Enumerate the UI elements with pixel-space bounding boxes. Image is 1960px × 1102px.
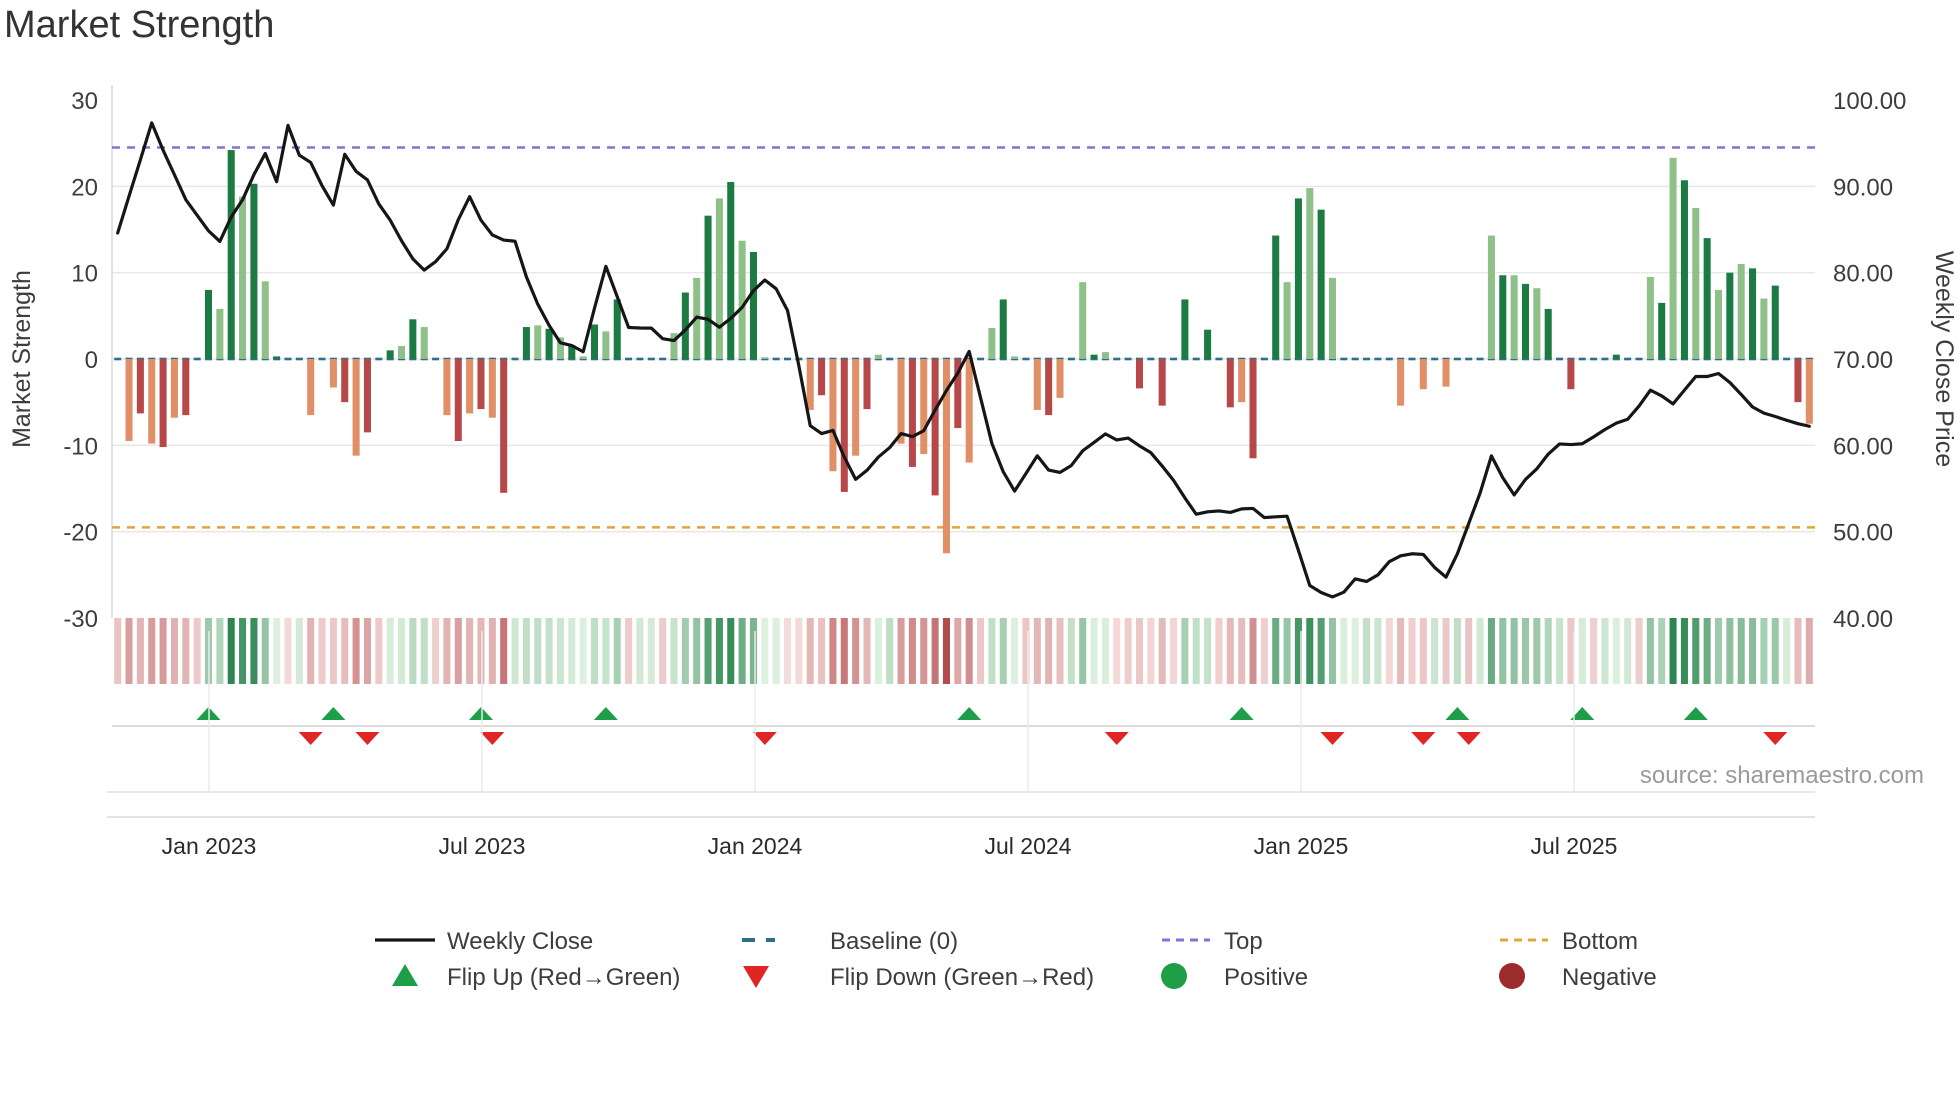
svg-text:Flip Up (Red→Green): Flip Up (Red→Green)	[447, 964, 680, 991]
svg-text:70.00: 70.00	[1833, 347, 1893, 374]
svg-text:60.00: 60.00	[1833, 433, 1893, 460]
svg-text:Top: Top	[1224, 928, 1263, 955]
svg-text:Market Strength: Market Strength	[8, 270, 36, 448]
svg-text:40.00: 40.00	[1833, 606, 1893, 633]
svg-text:Jul 2024: Jul 2024	[985, 833, 1072, 859]
svg-text:Flip Down (Green→Red): Flip Down (Green→Red)	[830, 964, 1094, 991]
svg-text:100.00: 100.00	[1833, 88, 1906, 115]
svg-text:20: 20	[71, 174, 98, 201]
svg-text:-20: -20	[63, 520, 98, 547]
svg-text:Jul 2025: Jul 2025	[1531, 833, 1618, 859]
svg-text:Positive: Positive	[1224, 964, 1308, 991]
svg-text:Negative: Negative	[1562, 964, 1657, 991]
svg-text:Jan 2024: Jan 2024	[708, 833, 803, 859]
svg-text:Weekly Close Price: Weekly Close Price	[1930, 251, 1958, 467]
svg-text:Baseline (0): Baseline (0)	[830, 928, 958, 955]
svg-text:10: 10	[71, 261, 98, 288]
svg-text:Jul 2023: Jul 2023	[439, 833, 526, 859]
svg-text:Weekly Close: Weekly Close	[447, 928, 593, 955]
svg-text:30: 30	[71, 88, 98, 115]
svg-text:Bottom: Bottom	[1562, 928, 1638, 955]
svg-text:50.00: 50.00	[1833, 520, 1893, 547]
svg-text:0: 0	[85, 347, 98, 374]
svg-text:Jan 2023: Jan 2023	[162, 833, 257, 859]
svg-text:Jan 2025: Jan 2025	[1254, 833, 1349, 859]
svg-text:-10: -10	[63, 433, 98, 460]
svg-text:90.00: 90.00	[1833, 174, 1893, 201]
svg-text:80.00: 80.00	[1833, 261, 1893, 288]
svg-text:-30: -30	[63, 606, 98, 633]
svg-text:source: sharemaestro.com: source: sharemaestro.com	[1640, 762, 1924, 789]
